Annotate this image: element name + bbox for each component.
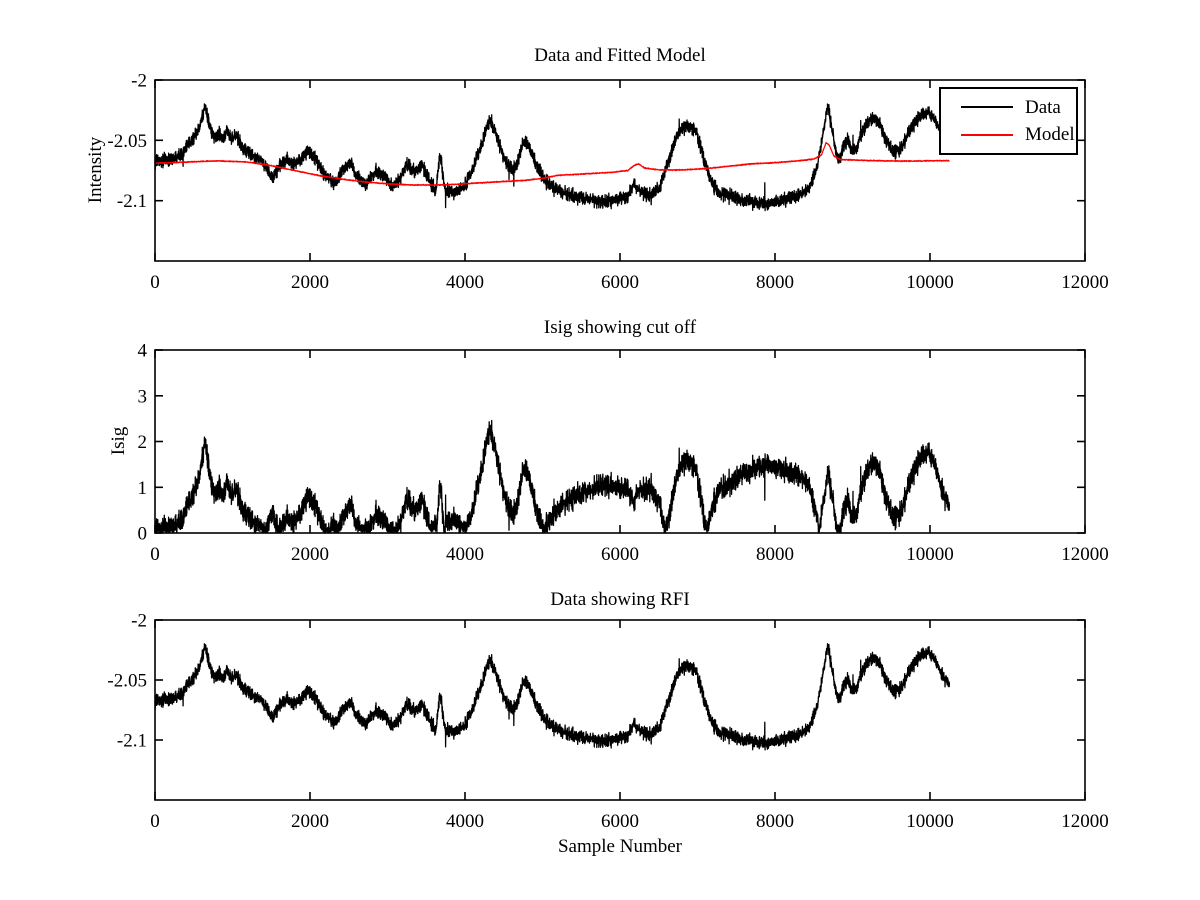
x-tick-label: 0: [150, 811, 160, 832]
series-path-model: [154, 141, 950, 187]
x-tick-label: 4000: [446, 811, 484, 832]
legend-line-model-icon: [961, 133, 1013, 136]
legend-label-model: Model: [1025, 124, 1075, 146]
y-tick-label: -2.05: [107, 671, 147, 692]
axes-box: [154, 619, 1086, 801]
x-tick-label: 8000: [756, 811, 794, 832]
legend-row-data: Data: [941, 98, 1076, 117]
plot2-ylabel: Isig: [108, 426, 129, 456]
x-tick-label: 6000: [601, 544, 639, 565]
legend-line-data-icon: [961, 106, 1013, 109]
x-tick-label: 4000: [446, 272, 484, 293]
legend-label-data: Data: [1025, 96, 1061, 118]
x-tick-label: 10000: [906, 544, 954, 565]
series-path-data: [154, 643, 951, 751]
x-tick-label: 10000: [906, 272, 954, 293]
x-tick-label: 6000: [601, 272, 639, 293]
x-tick-label: 0: [150, 544, 160, 565]
x-tick-label: 8000: [756, 544, 794, 565]
x-tick-label: 2000: [291, 544, 329, 565]
x-tick-label: 2000: [291, 272, 329, 293]
y-tick-label: 0: [138, 524, 148, 545]
x-tick-label: 0: [150, 272, 160, 293]
y-tick-label: -2: [131, 611, 147, 632]
y-tick-label: 3: [138, 386, 148, 407]
plot3-xlabel: Sample Number: [557, 836, 683, 857]
x-tick-label: 6000: [601, 811, 639, 832]
y-tick-label: 1: [138, 478, 148, 499]
y-tick-label: -2.1: [117, 191, 147, 212]
x-tick-label: 10000: [906, 811, 954, 832]
plot1-title: Data and Fitted Model: [534, 45, 706, 66]
y-tick-label: -2.1: [117, 731, 147, 752]
legend: Data Model: [939, 87, 1078, 155]
x-tick-label: 4000: [446, 544, 484, 565]
y-tick-label: -2.05: [107, 131, 147, 152]
legend-row-model: Model: [941, 125, 1076, 144]
x-tick-label: 12000: [1061, 544, 1109, 565]
series-path-isig: [154, 419, 951, 534]
x-tick-label: 8000: [756, 272, 794, 293]
plot1-ylabel: Intensity: [85, 136, 106, 204]
plot3-title: Data showing RFI: [550, 589, 690, 610]
x-tick-label: 12000: [1061, 811, 1109, 832]
y-tick-label: -2: [131, 71, 147, 92]
plot2-title: Isig showing cut off: [543, 317, 697, 338]
series-path-data: [154, 103, 951, 212]
x-tick-label: 12000: [1061, 272, 1109, 293]
y-tick-label: 4: [138, 341, 148, 362]
x-tick-label: 2000: [291, 811, 329, 832]
y-tick-label: 2: [138, 432, 148, 453]
